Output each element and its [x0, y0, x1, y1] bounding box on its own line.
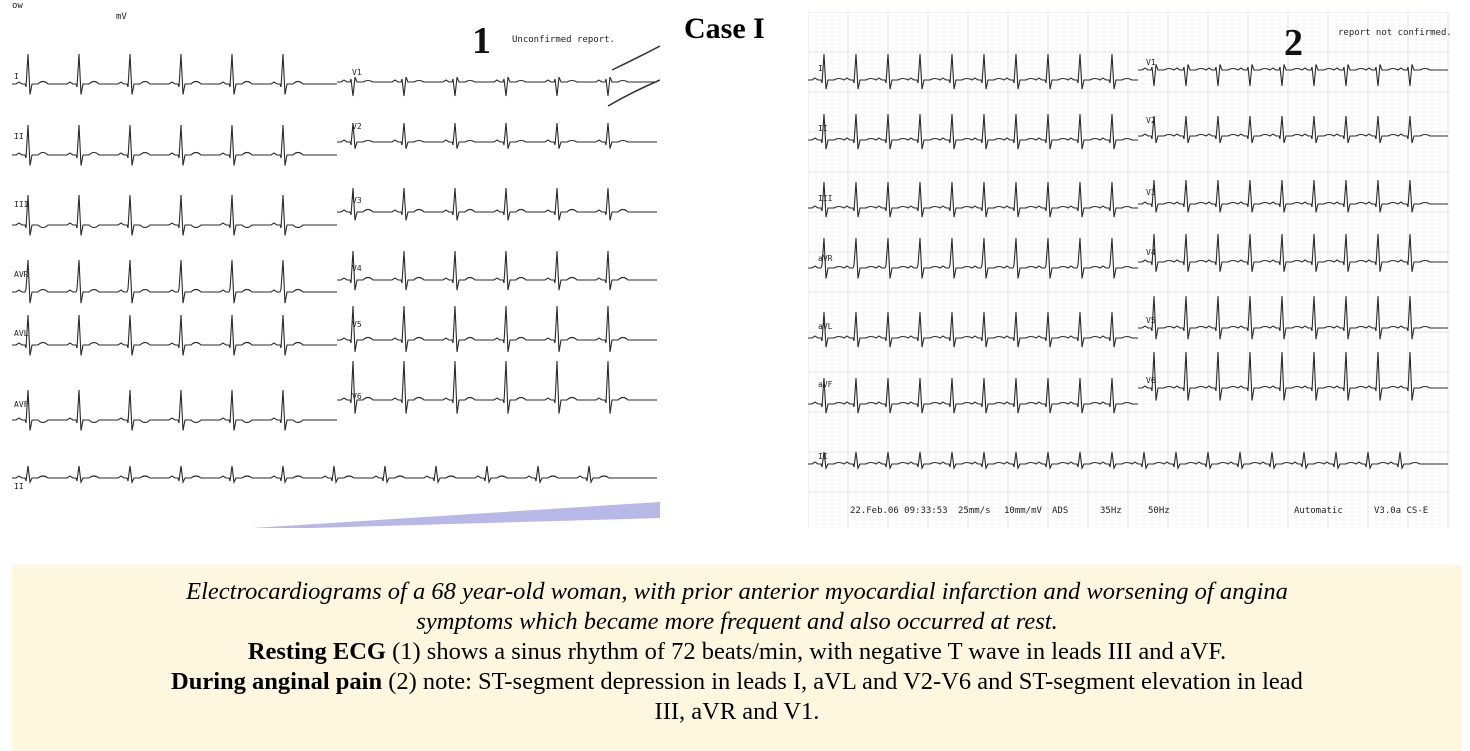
- lead-label-III: III: [818, 194, 833, 203]
- lead-label-aVF: AVF: [14, 400, 29, 409]
- lead-label-aVL: AVL: [14, 329, 29, 338]
- footer-filter-mode: ADS: [1052, 506, 1069, 516]
- footer-version: V3.0a CS-E: [1374, 506, 1429, 516]
- caption-box: Electrocardiograms of a 68 year-old woma…: [12, 565, 1462, 751]
- lead-label-V2: V2: [1146, 116, 1156, 125]
- lead-label-I: I: [14, 72, 19, 81]
- ecg-trace-V5: [337, 305, 657, 352]
- ecg-traces-resting: [12, 45, 660, 528]
- lead-label-rhythm-II: II: [818, 452, 828, 461]
- lead-label-V6: V6: [352, 392, 362, 401]
- lead-label-V1: V1: [352, 68, 362, 77]
- footer-datetime: 22.Feb.06 09:33:53: [850, 506, 948, 516]
- ecg-trace-V3: [1138, 179, 1448, 213]
- ecg-trace-V1: [1138, 64, 1448, 87]
- lead-label-V2: V2: [352, 122, 362, 131]
- lead-label-V3: V3: [352, 196, 362, 205]
- panel-number: 1: [472, 20, 491, 62]
- lead-label-II: II: [818, 124, 828, 133]
- lead-label-III: III: [14, 200, 29, 209]
- lead-label-aVF: aVF: [818, 380, 833, 389]
- ecg-trace-rhythm: [808, 451, 1448, 471]
- ecg-trace-aVR: [808, 237, 1138, 279]
- lead-label-rhythm-II: II: [14, 482, 24, 491]
- ecg-trace-V3: [337, 187, 657, 221]
- ecg-traces-anginal-pain: [808, 12, 1450, 528]
- ecg-trace-V4: [337, 250, 657, 291]
- case-title: Case I: [684, 12, 765, 45]
- caption-resting: Resting ECG (1) shows a sinus rhythm of …: [12, 637, 1462, 667]
- lead-label-V5: V5: [352, 320, 362, 329]
- lead-label-V4: V4: [1146, 248, 1156, 257]
- caption-pain: During anginal pain (2) note: ST-segment…: [12, 667, 1462, 697]
- ecg-trace-V4: [1138, 233, 1448, 272]
- lead-label-aVL: aVL: [818, 322, 833, 331]
- ecg-trace-V6: [1138, 351, 1448, 401]
- ecg-trace-II: [12, 124, 337, 166]
- caption-resting-bold: Resting ECG: [247, 638, 386, 665]
- caption-pain-text: (2) note: ST-segment depression in leads…: [382, 668, 1303, 695]
- lead-label-aVR: aVR: [818, 254, 833, 263]
- ecg-trace-V5: [1138, 295, 1448, 340]
- caption-pain-2: III, aVR and V1.: [654, 698, 820, 725]
- ecg-trace-rhythm: [12, 465, 657, 485]
- footer-paper-speed: 25mm/s: [958, 506, 991, 516]
- report-note: Unconfirmed report.: [512, 35, 615, 45]
- lead-label-I: I: [818, 64, 823, 73]
- ecg-trace-V6: [337, 360, 657, 414]
- print-strip: [252, 502, 660, 528]
- ecg-trace-AVR: [12, 259, 337, 304]
- ecg-trace-V2: [1138, 115, 1448, 144]
- footer-lowpass: 35Hz: [1100, 506, 1122, 516]
- footer-mode: Automatic: [1294, 506, 1343, 516]
- ecg-trace-AVL: [12, 314, 337, 356]
- caption-line-1: Electrocardiograms of a 68 year-old woma…: [186, 578, 1288, 605]
- caption-line-2: symptoms which became more frequent and …: [416, 608, 1058, 635]
- lead-label-aVR: AVR: [14, 270, 29, 279]
- lead-label-V5: V5: [1146, 316, 1156, 325]
- ecg-panel-anginal-pain: 2 report not confirmed. I II III aVR aVL…: [808, 12, 1450, 528]
- lead-label-V6: V6: [1146, 376, 1156, 385]
- lead-label-V1: V1: [1146, 58, 1156, 67]
- lead-label-V3: V3: [1146, 188, 1156, 197]
- report-note: report not confirmed.: [1338, 28, 1450, 38]
- footer-mains: 50Hz: [1148, 506, 1170, 516]
- ecg-trace-I: [808, 53, 1138, 90]
- ecg-trace-II: [808, 113, 1138, 150]
- ecg-trace-III: [808, 181, 1138, 218]
- lead-label-II: II: [14, 132, 24, 141]
- ecg-trace-V2: [337, 122, 657, 149]
- ecg-trace-AVF: [12, 389, 337, 431]
- ecg-panel-resting: ow mV 1 Unconfirmed report. I II III AVR…: [12, 0, 660, 528]
- caption-pain-bold: During anginal pain: [171, 668, 383, 695]
- signature-mark: [607, 45, 660, 107]
- ecg-trace-III: [12, 194, 337, 236]
- footer-gain: 10mm/mV: [1004, 506, 1042, 516]
- corner-label: ow: [12, 1, 23, 11]
- lead-label-V4: V4: [352, 264, 362, 273]
- panel-number: 2: [1284, 22, 1303, 64]
- ecg-trace-V1: [337, 76, 657, 97]
- ecg-trace-I: [12, 53, 337, 95]
- ecg-trace-aVL: [808, 311, 1138, 348]
- unit-label: mV: [116, 12, 127, 22]
- caption-resting-text: (1) shows a sinus rhythm of 72 beats/min…: [385, 638, 1227, 665]
- ecg-trace-aVF: [808, 377, 1138, 414]
